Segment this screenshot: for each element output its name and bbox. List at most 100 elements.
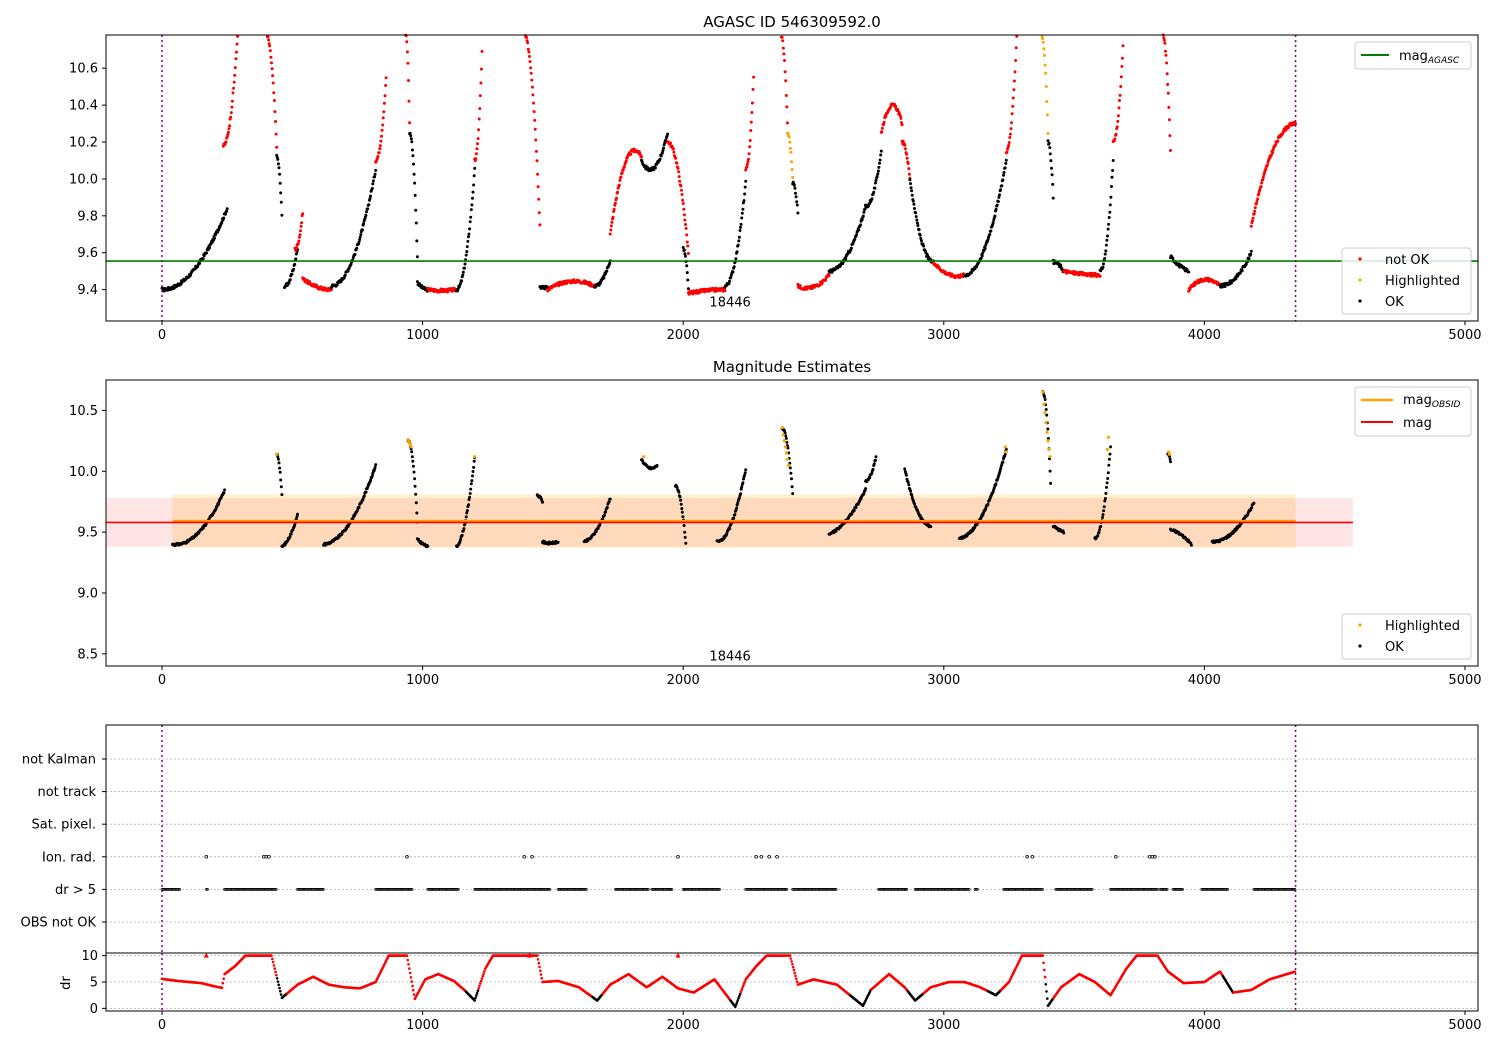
data-point: [1007, 143, 1011, 147]
data-point: [608, 497, 612, 501]
data-point: [612, 207, 616, 211]
data-point: [922, 244, 926, 248]
data-point: [1105, 238, 1109, 242]
data-point: [537, 211, 541, 215]
data-point: [538, 223, 542, 227]
data-point: [1164, 53, 1168, 57]
data-point: [901, 139, 905, 143]
highlighted-point: [785, 457, 790, 461]
data-point: [744, 168, 748, 172]
dr-point: [274, 970, 277, 974]
data-point: [1252, 501, 1256, 505]
data-point: [841, 262, 845, 266]
data-point: [473, 166, 477, 170]
data-point: [276, 455, 280, 459]
y-tick-label: 10.6: [69, 62, 98, 77]
data-point: [1111, 169, 1115, 172]
data-point: [1249, 252, 1253, 256]
data-point: [410, 450, 414, 454]
data-point: [1014, 59, 1018, 62]
data-point: [988, 233, 992, 236]
data-point: [1004, 447, 1008, 451]
data-point: [889, 105, 892, 109]
dr-point: [478, 984, 481, 988]
data-point: [737, 496, 741, 500]
panel2-point-legend: Highlighted OK: [1341, 613, 1472, 660]
data-point: [1099, 525, 1103, 528]
x-tick-label: 5000: [1448, 673, 1481, 688]
data-point: [274, 120, 277, 123]
highlighted-point: [1046, 439, 1050, 443]
data-point: [733, 513, 737, 517]
ion-rad-point: [204, 855, 209, 859]
data-point: [409, 134, 413, 138]
dr-point: [1042, 961, 1045, 965]
data-point: [1000, 184, 1004, 188]
data-point: [230, 99, 234, 103]
data-point: [868, 476, 872, 480]
data-point: [467, 232, 471, 236]
data-point: [684, 223, 687, 226]
data-point: [411, 154, 415, 158]
dr-point: [789, 957, 793, 960]
legend2-highlighted: Highlighted: [1385, 619, 1460, 634]
ion-rad-point: [754, 855, 758, 859]
data-point: [536, 185, 540, 189]
data-point: [278, 172, 282, 176]
data-point: [406, 61, 410, 65]
data-point: [1003, 166, 1007, 170]
data-point: [678, 495, 682, 499]
legend-mag-agasc-sub: AGASC: [1427, 56, 1460, 66]
data-point: [745, 162, 749, 166]
data-point: [917, 228, 921, 232]
data-point: [290, 272, 294, 276]
data-point: [362, 222, 366, 225]
dr-point: [279, 993, 283, 996]
ion-rad-point: [1030, 855, 1035, 859]
data-point: [1265, 163, 1269, 167]
data-point: [596, 527, 600, 530]
data-point: [415, 280, 419, 284]
data-point: [1116, 119, 1120, 123]
data-point: [907, 172, 911, 176]
data-point: [860, 218, 864, 222]
data-point: [1102, 505, 1106, 509]
data-point: [301, 212, 305, 216]
data-point: [297, 239, 301, 243]
data-point: [1249, 224, 1253, 228]
highlighted-point: [1047, 447, 1051, 451]
ion-rad-point: [522, 855, 526, 859]
data-point: [480, 49, 484, 53]
dr-point: [409, 976, 413, 979]
data-point: [609, 228, 613, 232]
data-point: [1047, 141, 1051, 145]
dr-point: [411, 984, 414, 988]
data-point: [201, 526, 205, 530]
data-point: [278, 470, 282, 474]
data-point: [1103, 257, 1107, 260]
data-point: [463, 266, 466, 270]
data-point: [339, 280, 343, 284]
dr-point: [480, 977, 484, 980]
data-point: [681, 198, 685, 202]
data-point: [471, 196, 474, 200]
data-point: [744, 179, 748, 183]
data-point: [1107, 463, 1111, 467]
data-point: [608, 232, 612, 236]
data-point: [796, 211, 800, 215]
y-tick-label: 10: [81, 949, 98, 964]
data-point: [739, 222, 743, 226]
dr-point: [790, 960, 793, 963]
data-point: [467, 498, 471, 502]
ion-rad-point: [1025, 855, 1029, 859]
data-point: [319, 285, 323, 289]
data-point: [723, 289, 727, 293]
data-point: [747, 157, 750, 161]
dr5-point: [176, 888, 180, 891]
data-point: [411, 459, 415, 463]
data-point: [880, 130, 884, 134]
data-point: [461, 529, 465, 533]
data-point: [465, 245, 469, 249]
highlighted-point: [1004, 450, 1008, 454]
data-point: [1271, 151, 1275, 155]
